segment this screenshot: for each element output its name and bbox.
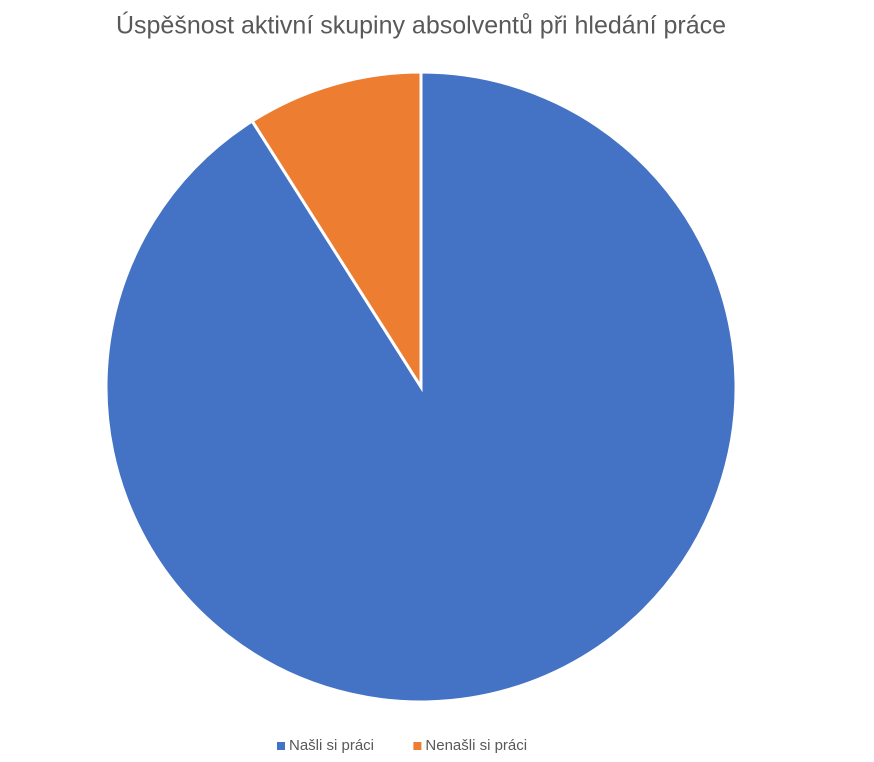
legend-label: Našli si práci <box>289 737 374 754</box>
pie-slice <box>250 70 423 393</box>
chart-title: Úspěšnost aktivní skupiny absolventů při… <box>116 11 726 40</box>
legend-label: Nenašli si práci <box>425 737 527 754</box>
legend-swatch <box>277 742 285 750</box>
legend-swatch <box>413 742 422 750</box>
